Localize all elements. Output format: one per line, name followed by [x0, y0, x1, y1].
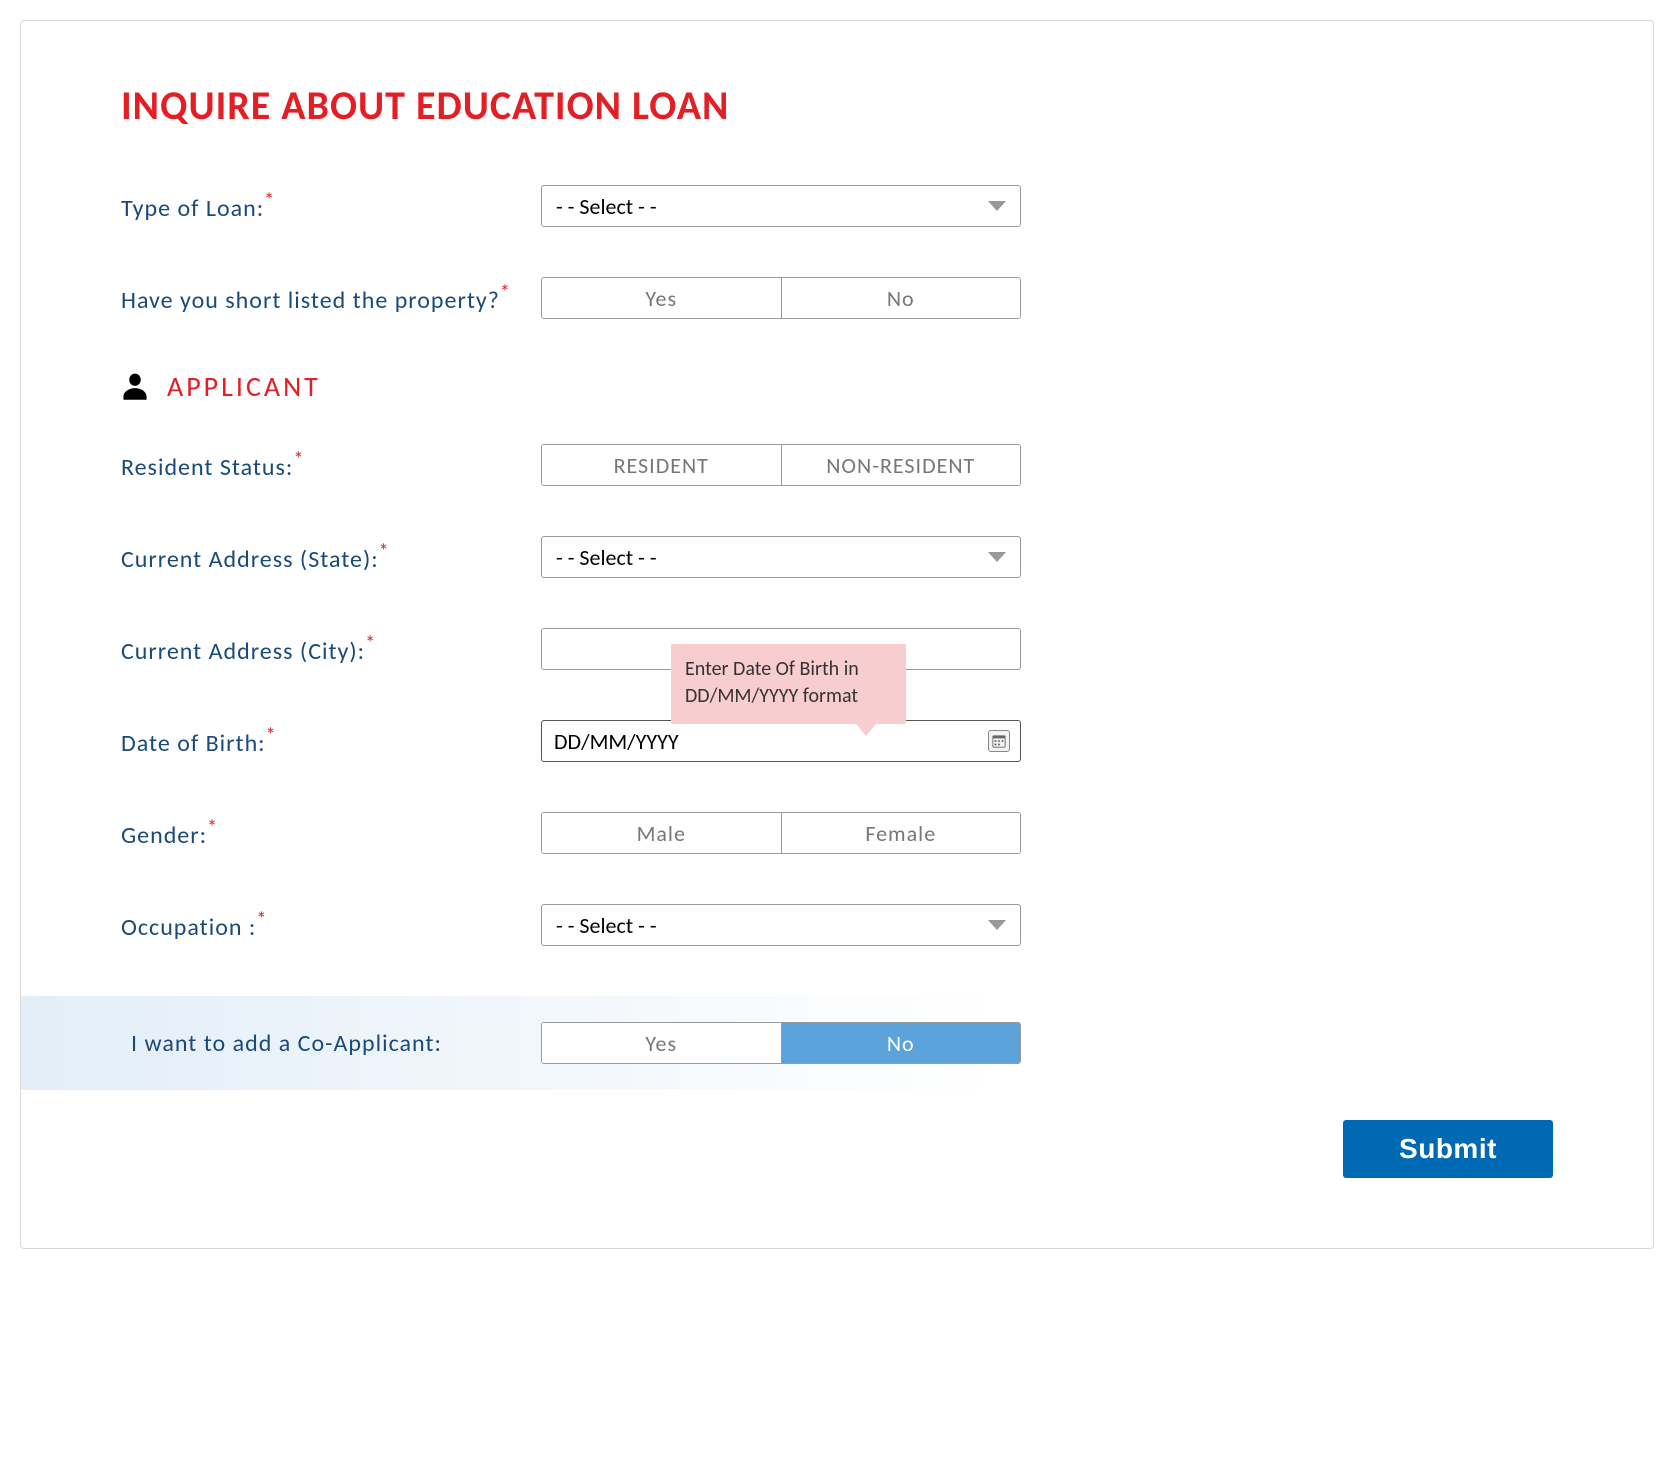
- dob-input[interactable]: DD/MM/YYYY: [541, 720, 1021, 762]
- select-placeholder: - - Select - -: [556, 193, 657, 220]
- label-state: Current Address (State):*: [121, 540, 541, 574]
- dob-tooltip: Enter Date Of Birth in DD/MM/YYYY format: [671, 644, 906, 724]
- label-text: Date of Birth:: [121, 729, 266, 758]
- label-city: Current Address (City):*: [121, 632, 541, 666]
- coapplicant-yes-button[interactable]: Yes: [542, 1023, 781, 1063]
- label-text: Occupation :: [121, 913, 256, 942]
- section-title: APPLICANT: [167, 369, 321, 404]
- resident-button[interactable]: RESIDENT: [542, 445, 781, 485]
- gender-female-button[interactable]: Female: [781, 813, 1021, 853]
- label-shortlisted: Have you short listed the property?*: [121, 281, 541, 315]
- resident-status-toggle: RESIDENT NON-RESIDENT: [541, 444, 1021, 486]
- required-asterisk: *: [500, 281, 511, 305]
- coapplicant-no-button[interactable]: No: [781, 1023, 1021, 1063]
- field-loan-type: - - Select - -: [541, 185, 1021, 227]
- label-resident-status: Resident Status:*: [121, 448, 541, 482]
- label-gender: Gender:*: [121, 816, 541, 850]
- chevron-down-icon: [988, 920, 1006, 930]
- calendar-icon[interactable]: [988, 730, 1010, 752]
- required-asterisk: *: [365, 632, 376, 656]
- form-panel: INQUIRE ABOUT EDUCATION LOAN Type of Loa…: [20, 20, 1654, 1249]
- required-asterisk: *: [264, 189, 275, 213]
- user-icon: [121, 372, 149, 402]
- row-coapplicant: I want to add a Co-Applicant: Yes No: [21, 996, 1653, 1090]
- coapplicant-toggle: Yes No: [541, 1022, 1021, 1064]
- row-loan-type: Type of Loan:* - - Select - -: [121, 185, 1553, 227]
- label-text: Resident Status:: [121, 453, 293, 482]
- required-asterisk: *: [207, 816, 218, 840]
- shortlisted-yes-button[interactable]: Yes: [542, 278, 781, 318]
- chevron-down-icon: [988, 552, 1006, 562]
- required-asterisk: *: [293, 448, 304, 472]
- label-text: Current Address (City):: [121, 637, 365, 666]
- page-title: INQUIRE ABOUT EDUCATION LOAN: [121, 81, 1553, 130]
- gender-male-button[interactable]: Male: [542, 813, 781, 853]
- dob-placeholder: DD/MM/YYYY: [554, 728, 679, 755]
- gender-toggle: Male Female: [541, 812, 1021, 854]
- section-header-applicant: APPLICANT: [121, 369, 1553, 404]
- label-text: Current Address (State):: [121, 545, 379, 574]
- shortlisted-no-button[interactable]: No: [781, 278, 1021, 318]
- non-resident-button[interactable]: NON-RESIDENT: [781, 445, 1021, 485]
- field-occupation: - - Select - -: [541, 904, 1021, 946]
- field-gender: Male Female: [541, 812, 1021, 854]
- field-coapplicant: Yes No: [541, 1022, 1021, 1064]
- select-placeholder: - - Select - -: [556, 912, 657, 939]
- label-text: Gender:: [121, 821, 207, 850]
- field-shortlisted: Yes No: [541, 277, 1021, 319]
- submit-wrap: Submit: [121, 1120, 1553, 1178]
- label-text: Have you short listed the property?: [121, 286, 500, 315]
- label-dob: Date of Birth:*: [121, 724, 541, 758]
- field-dob: Enter Date Of Birth in DD/MM/YYYY format…: [541, 720, 1021, 762]
- shortlisted-toggle: Yes No: [541, 277, 1021, 319]
- field-resident-status: RESIDENT NON-RESIDENT: [541, 444, 1021, 486]
- row-occupation: Occupation :* - - Select - -: [121, 904, 1553, 946]
- submit-button[interactable]: Submit: [1343, 1120, 1553, 1178]
- required-asterisk: *: [256, 908, 267, 932]
- label-occupation: Occupation :*: [121, 908, 541, 942]
- row-state: Current Address (State):* - - Select - -: [121, 536, 1553, 578]
- row-resident-status: Resident Status:* RESIDENT NON-RESIDENT: [121, 444, 1553, 486]
- select-placeholder: - - Select - -: [556, 544, 657, 571]
- chevron-down-icon: [988, 201, 1006, 211]
- state-select[interactable]: - - Select - -: [541, 536, 1021, 578]
- row-gender: Gender:* Male Female: [121, 812, 1553, 854]
- label-loan-type: Type of Loan:*: [121, 189, 541, 223]
- field-state: - - Select - -: [541, 536, 1021, 578]
- occupation-select[interactable]: - - Select - -: [541, 904, 1021, 946]
- required-asterisk: *: [266, 724, 277, 748]
- required-asterisk: *: [379, 540, 390, 564]
- row-shortlisted: Have you short listed the property?* Yes…: [121, 277, 1553, 319]
- label-text: Type of Loan:: [121, 194, 264, 223]
- label-coapplicant: I want to add a Co-Applicant:: [21, 1029, 541, 1058]
- loan-type-select[interactable]: - - Select - -: [541, 185, 1021, 227]
- row-dob: Date of Birth:* Enter Date Of Birth in D…: [121, 720, 1553, 762]
